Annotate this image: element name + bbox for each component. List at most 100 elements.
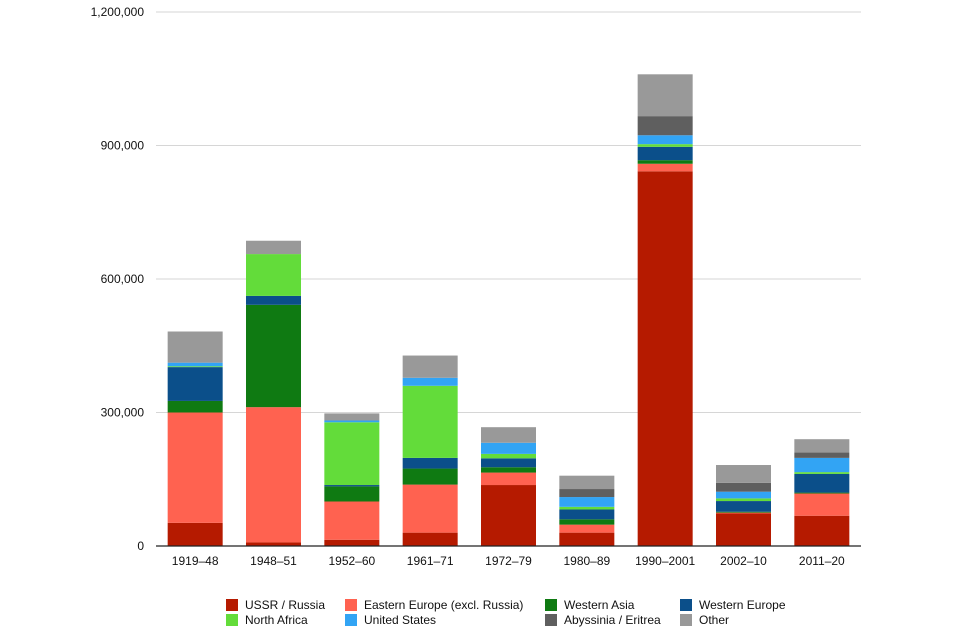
bar-stack: [402, 355, 458, 546]
x-tick-label: 1948–51: [250, 554, 297, 568]
bar-stack: [716, 465, 771, 546]
bar-segment: [637, 146, 693, 161]
legend-swatch: [545, 614, 557, 626]
bar-segment: [324, 485, 380, 487]
bar-segment: [559, 506, 615, 510]
legend-label: North Africa: [245, 613, 308, 627]
bar-stack: [481, 427, 536, 546]
bar-segment: [402, 457, 458, 469]
legend-label: United States: [364, 613, 436, 627]
bar-segment: [481, 442, 536, 454]
bar-segment: [559, 509, 615, 520]
legend-item: Abyssinia / Eritrea: [545, 613, 661, 627]
bar-segment: [559, 524, 615, 533]
legend-label: Abyssinia / Eritrea: [564, 613, 661, 627]
bar-segment: [637, 116, 693, 136]
bar-segment: [167, 367, 223, 401]
bar-segment: [637, 171, 693, 546]
bar-segment: [246, 240, 301, 255]
bar-segment: [794, 473, 850, 493]
bar-stack: [324, 413, 380, 546]
legend-label: USSR / Russia: [245, 598, 325, 612]
bar-segment: [716, 513, 771, 546]
bar-segment: [402, 484, 458, 533]
y-axis-tick-labels: 0 300,000 600,000 900,000 1,200,000: [91, 5, 145, 553]
bar-segment: [167, 412, 223, 523]
bar-segment: [246, 304, 301, 408]
legend-item: Eastern Europe (excl. Russia): [345, 598, 523, 612]
legend-label: Western Asia: [564, 598, 635, 612]
bar-segment: [324, 501, 380, 540]
bar-segment: [559, 497, 615, 507]
bar-segment: [167, 366, 223, 368]
legend-swatch: [680, 599, 692, 611]
legend-item: USSR / Russia: [226, 598, 325, 612]
bar-segment: [167, 362, 223, 367]
bar-segment: [716, 511, 771, 513]
bar-segment: [794, 439, 850, 453]
legend-item: North Africa: [226, 613, 308, 627]
bar-segment: [794, 452, 850, 458]
bar-segment: [402, 377, 458, 386]
bar-segment: [637, 74, 693, 117]
bar-segment: [559, 519, 615, 525]
bar-segment: [324, 413, 380, 421]
bars: [167, 74, 850, 546]
y-tick-label: 1,200,000: [91, 5, 145, 19]
legend-swatch: [345, 614, 357, 626]
bar-stack: [794, 439, 850, 546]
bar-segment: [246, 407, 301, 543]
bar-stack: [637, 74, 693, 546]
legend-item: Western Asia: [545, 598, 635, 612]
legend-swatch: [680, 614, 692, 626]
legend-label: Eastern Europe (excl. Russia): [364, 598, 523, 612]
bar-segment: [324, 420, 380, 423]
bar-segment: [402, 355, 458, 378]
bar-segment: [481, 472, 536, 486]
bar-segment: [246, 295, 301, 305]
legend-swatch: [345, 599, 357, 611]
bar-segment: [637, 160, 693, 164]
legend-swatch: [226, 599, 238, 611]
legend-item: Western Europe: [680, 598, 786, 612]
bar-segment: [794, 472, 850, 474]
bar-segment: [481, 458, 536, 468]
y-tick-label: 600,000: [101, 272, 145, 286]
bar-segment: [559, 489, 615, 498]
legend-label: Western Europe: [699, 598, 786, 612]
x-tick-label: 1961–71: [407, 554, 454, 568]
x-tick-label: 1990–2001: [635, 554, 695, 568]
bar-segment: [794, 515, 850, 546]
bar-segment: [481, 427, 536, 443]
bar-segment: [167, 400, 223, 413]
bar-segment: [481, 453, 536, 459]
bar-segment: [637, 144, 693, 147]
bar-segment: [794, 493, 850, 516]
bar-segment: [637, 135, 693, 145]
legend: USSR / Russia Eastern Europe (excl. Russi…: [226, 598, 786, 627]
bar-segment: [402, 532, 458, 546]
bar-segment: [716, 512, 771, 514]
bar-segment: [402, 468, 458, 485]
bar-segment: [716, 465, 771, 483]
y-tick-label: 300,000: [101, 406, 145, 420]
x-tick-label: 2002–10: [720, 554, 767, 568]
bar-segment: [716, 491, 771, 499]
bar-segment: [246, 542, 301, 546]
x-tick-label: 1972–79: [485, 554, 532, 568]
x-axis-tick-labels: 1919–48 1948–51 1952–60 1961–71 1972–79 1980–…: [172, 554, 845, 568]
y-tick-label: 0: [137, 539, 144, 553]
bar-segment: [794, 492, 850, 494]
x-tick-label: 1919–48: [172, 554, 219, 568]
bar-segment: [481, 467, 536, 473]
bar-segment: [716, 498, 771, 502]
legend-item: United States: [345, 613, 436, 627]
bar-segment: [324, 422, 380, 486]
x-tick-label: 1952–60: [328, 554, 375, 568]
bar-segment: [559, 532, 615, 546]
bar-segment: [637, 163, 693, 172]
legend-item: Other: [680, 613, 729, 627]
bar-segment: [402, 385, 458, 458]
bar-segment: [246, 254, 301, 296]
